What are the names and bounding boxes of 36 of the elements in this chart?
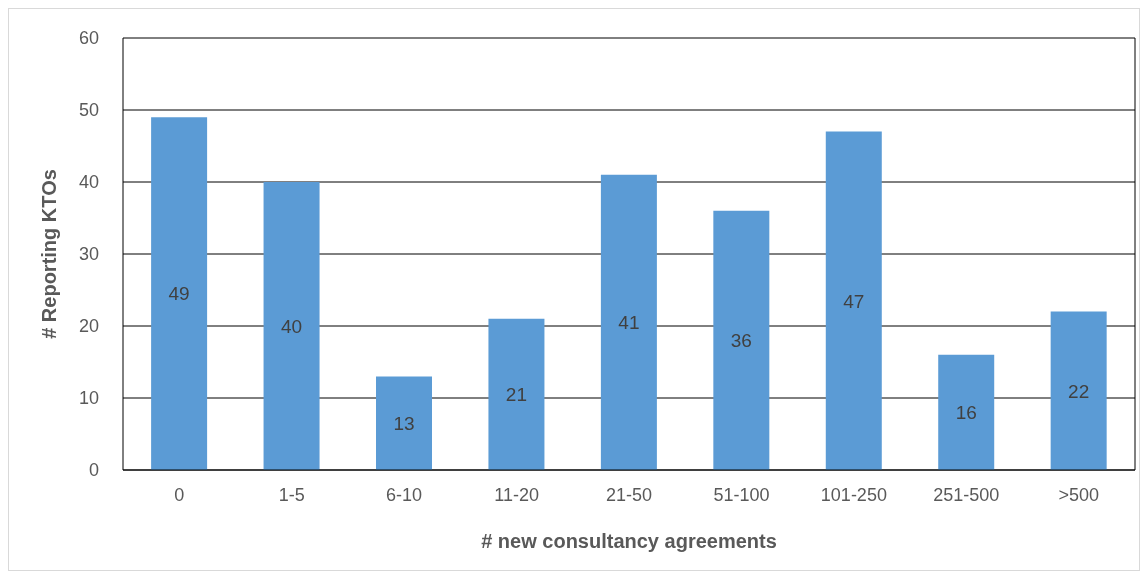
x-tick-label: 11-20 xyxy=(494,484,539,505)
data-label: 21 xyxy=(505,384,528,406)
bar xyxy=(825,131,882,470)
data-label: 41 xyxy=(618,312,640,334)
y-tick-label: 50 xyxy=(78,100,99,121)
data-label: 22 xyxy=(1068,380,1090,402)
x-tick-label: 251-500 xyxy=(933,484,1000,505)
y-tick-label: 40 xyxy=(78,172,99,193)
y-tick-label: 0 xyxy=(88,460,99,481)
bar xyxy=(488,318,545,470)
y-tick-label: 30 xyxy=(78,244,99,265)
data-label: 40 xyxy=(280,315,303,337)
bar xyxy=(1050,311,1107,470)
bar xyxy=(938,354,995,470)
x-tick-label: 0 xyxy=(174,484,185,505)
y-axis-title: # Reporting KTOs xyxy=(38,169,61,339)
data-label: 13 xyxy=(393,412,415,434)
bar xyxy=(600,174,657,470)
y-tick-label: 10 xyxy=(78,388,99,409)
data-label: 49 xyxy=(168,283,190,305)
x-tick-label: 51-100 xyxy=(713,484,770,505)
x-tick-label: >500 xyxy=(1058,484,1100,505)
bar xyxy=(151,117,208,470)
y-tick-label: 20 xyxy=(78,316,99,337)
x-axis-title: # new consultancy agreements xyxy=(481,530,777,552)
data-label: 36 xyxy=(730,330,752,352)
x-tick-label: 101-250 xyxy=(820,484,887,505)
bar xyxy=(376,376,432,470)
x-tick-label: 1-5 xyxy=(278,484,305,505)
data-label: 16 xyxy=(955,402,977,424)
x-tick-label: 6-10 xyxy=(386,484,423,505)
y-tick-label: 60 xyxy=(78,28,99,49)
bar xyxy=(713,210,770,470)
data-label: 47 xyxy=(843,290,865,312)
bar xyxy=(263,182,320,470)
x-tick-label: 21-50 xyxy=(605,484,653,505)
